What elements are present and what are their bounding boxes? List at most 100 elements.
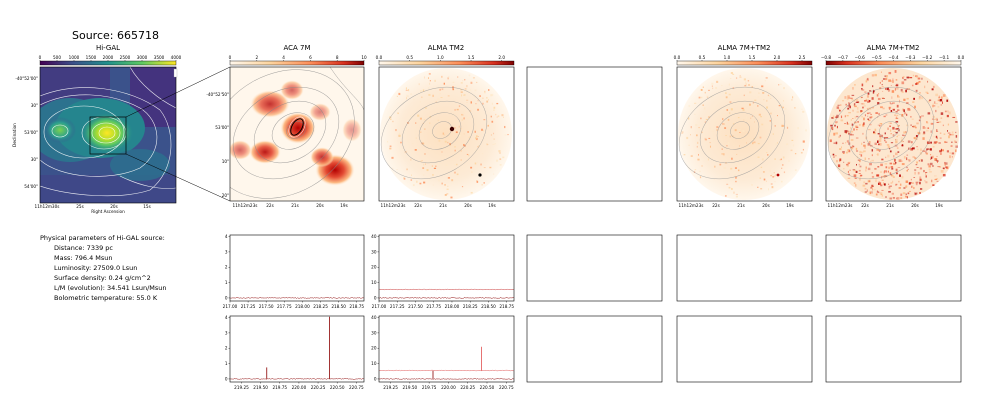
noise-speck (830, 126, 834, 130)
noise-speck (871, 74, 875, 77)
noise-speck (696, 134, 698, 137)
noise-speck (868, 119, 871, 122)
noise-speck (906, 88, 908, 90)
x-tick-label: 219.50 (253, 385, 268, 390)
noise-speck (886, 144, 890, 146)
noise-speck (900, 88, 903, 92)
noise-speck (844, 115, 846, 118)
noise-speck (832, 115, 835, 119)
noise-speck (894, 139, 897, 141)
noise-speck (458, 133, 460, 135)
aca-ytick: 10" (222, 159, 229, 164)
noise-speck (724, 127, 727, 129)
noise-speck (463, 94, 465, 96)
noise-speck (850, 139, 854, 141)
noise-speck (468, 74, 471, 77)
noise-speck (699, 170, 701, 173)
noise-speck (770, 175, 772, 177)
noise-speck (479, 95, 481, 97)
noise-speck (469, 110, 472, 112)
noise-speck (918, 119, 921, 122)
noise-speck (858, 101, 860, 104)
colorbar-tick-label: 1.5 (749, 55, 756, 60)
noise-speck (751, 138, 754, 140)
noise-speck (490, 94, 493, 97)
noise-speck (757, 142, 760, 145)
noise-speck (916, 161, 919, 164)
noise-speck (429, 80, 431, 82)
noise-speck (413, 177, 415, 179)
noise-speck (845, 103, 847, 106)
noise-speck (850, 130, 854, 133)
noise-speck (888, 88, 891, 92)
noise-speck (711, 130, 714, 132)
noise-speck (912, 156, 915, 158)
y-tick-label: 0 (225, 295, 228, 300)
noise-speck (838, 108, 840, 110)
noise-speck (894, 88, 897, 91)
y-tick-label: 40 (371, 315, 377, 320)
noise-speck (454, 108, 456, 111)
noise-speck (885, 114, 888, 116)
colorbar-tick-label: 1000 (69, 55, 80, 60)
noise-speck (906, 157, 908, 161)
noise-speck (955, 141, 957, 143)
noise-speck (906, 170, 908, 172)
noise-speck (693, 171, 696, 173)
noise-speck (472, 116, 475, 118)
noise-speck (932, 165, 934, 167)
x-tick-label: 220.00 (292, 385, 307, 390)
noise-speck (761, 158, 764, 161)
noise-speck (481, 128, 483, 131)
noise-speck (444, 140, 447, 143)
noise-speck (859, 176, 861, 178)
noise-speck (939, 100, 941, 102)
noise-speck (432, 134, 434, 136)
noise-speck (864, 91, 867, 94)
noise-speck (427, 77, 429, 79)
noise-speck (842, 152, 845, 154)
noise-speck (424, 143, 427, 144)
info-heading: Physical parameters of Hi-GAL source: (40, 234, 165, 242)
noise-speck (895, 132, 899, 134)
noise-speck (941, 101, 943, 104)
noise-speck (843, 161, 845, 163)
noise-speck (737, 117, 740, 119)
noise-speck (400, 141, 402, 144)
noise-speck (784, 108, 787, 110)
noise-speck (903, 75, 905, 78)
noise-speck (867, 92, 870, 95)
noise-speck (856, 128, 858, 131)
noise-speck (889, 125, 891, 128)
noise-speck (930, 141, 933, 144)
noise-speck (839, 158, 842, 161)
colorbar-tick-label: 3500 (154, 55, 165, 60)
noise-speck (477, 161, 479, 163)
noise-speck (859, 174, 863, 176)
noise-speck (889, 185, 892, 188)
noise-speck (907, 159, 910, 161)
noise-speck (862, 132, 864, 135)
noise-speck (734, 174, 736, 176)
colorbar-tick-label: −0.4 (888, 55, 899, 60)
noise-speck (864, 191, 867, 193)
noise-speck (951, 141, 953, 143)
x-tick-label: 218.25 (463, 304, 478, 309)
tm2-image (379, 67, 514, 201)
noise-speck (414, 149, 417, 151)
noise-speck (866, 95, 870, 98)
noise-speck (863, 150, 866, 153)
y-tick-label: 3 (225, 249, 228, 254)
noise-speck (835, 121, 838, 123)
noise-speck (770, 111, 773, 113)
noise-speck (915, 135, 918, 138)
noise-speck (936, 129, 938, 132)
combined-1-axis-labels: 11h12m23s 22s 21s 20s 19s (679, 203, 794, 208)
aca-xtick: 11h12m23s (233, 203, 258, 208)
noise-speck (686, 136, 689, 140)
noise-speck (466, 99, 469, 101)
info-line: Luminosity: 27509.0 Lsun (54, 264, 137, 272)
tm2-axis-labels: 11h12m23s 22s 21s 20s 19s (381, 203, 496, 208)
noise-speck (888, 183, 890, 185)
x-tick-label: 218.25 (313, 304, 328, 309)
